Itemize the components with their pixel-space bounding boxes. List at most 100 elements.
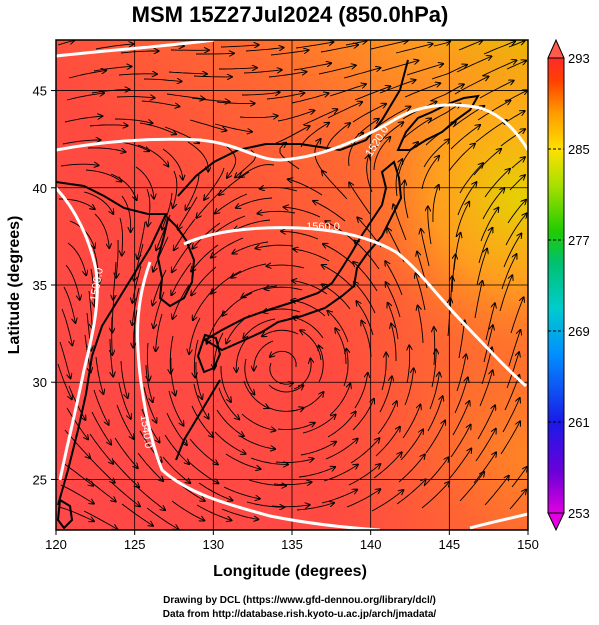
streamline — [189, 317, 201, 354]
longitude-ticks: 120 125 130 135 140 145 150 — [45, 530, 539, 552]
streamline — [60, 484, 94, 504]
streamline — [418, 306, 424, 344]
streamline — [507, 200, 526, 224]
streamline — [246, 501, 284, 507]
streamline — [428, 206, 432, 245]
streamline — [416, 273, 426, 311]
streamline — [196, 504, 231, 520]
streamline — [500, 421, 520, 455]
streamline — [481, 60, 516, 77]
streamline — [153, 236, 169, 272]
streamline — [67, 242, 86, 275]
streamline — [113, 261, 117, 300]
streamline — [478, 228, 493, 264]
streamline — [87, 455, 115, 483]
streamline — [300, 123, 329, 148]
streamline — [348, 464, 380, 486]
streamline — [170, 335, 173, 374]
streamline — [431, 65, 467, 80]
streamline — [511, 157, 525, 169]
streamline — [162, 148, 183, 180]
streamline — [220, 366, 231, 402]
streamline — [291, 392, 324, 412]
streamline — [377, 107, 410, 127]
streamline — [375, 122, 403, 149]
streamline — [434, 327, 435, 366]
streamline — [242, 92, 280, 95]
streamline — [476, 249, 487, 286]
streamline — [325, 221, 357, 244]
streamline — [455, 202, 469, 238]
contour-1520-north — [56, 40, 215, 58]
streamline — [191, 97, 230, 102]
streamline — [94, 213, 109, 248]
streamline — [395, 44, 433, 54]
streamline — [189, 119, 226, 131]
coast-hokkaido — [396, 94, 480, 151]
streamline — [166, 93, 205, 99]
colorbar-tick-label: 261 — [568, 415, 590, 430]
streamline — [162, 192, 173, 229]
coast-korea — [156, 216, 196, 308]
coast-japan-honshu — [203, 160, 403, 352]
x-axis-label: Longitude (degrees) — [213, 563, 367, 580]
streamline — [146, 507, 178, 529]
streamline — [508, 41, 525, 48]
streamline — [296, 503, 334, 511]
coastlines — [56, 59, 480, 530]
streamline — [66, 407, 88, 439]
y-tick-label: 30 — [33, 375, 47, 390]
streamline — [248, 479, 286, 486]
y-tick-label: 45 — [33, 84, 47, 99]
streamline — [63, 286, 75, 323]
streamline — [354, 373, 368, 409]
colorbar-tick-label: 269 — [568, 324, 590, 339]
streamline — [164, 434, 189, 464]
streamline — [404, 83, 440, 98]
streamline — [370, 41, 408, 50]
streamline — [335, 328, 347, 365]
streamline — [502, 398, 520, 433]
streamline — [377, 401, 397, 435]
streamline — [509, 490, 526, 510]
streamline — [343, 349, 348, 387]
streamline — [421, 156, 439, 190]
streamline — [225, 453, 261, 469]
streamline — [156, 313, 163, 351]
streamline — [313, 201, 346, 222]
streamline — [171, 262, 192, 295]
streamline — [88, 290, 92, 329]
streamline — [90, 268, 95, 307]
colorbar-tick-label: 277 — [568, 233, 590, 248]
streamline — [475, 429, 496, 462]
streamline — [504, 90, 527, 103]
streamline — [325, 439, 358, 460]
streamline — [268, 72, 306, 78]
streamline — [473, 452, 496, 484]
streamline — [211, 237, 244, 258]
streamline — [85, 169, 121, 182]
streamline — [456, 354, 466, 392]
streamline — [118, 74, 157, 75]
x-tick-label: 125 — [124, 537, 146, 552]
colorbar-tick-label: 293 — [568, 51, 590, 66]
streamline — [59, 341, 71, 378]
streamline — [322, 171, 348, 200]
streamline — [114, 437, 138, 468]
streamline — [302, 415, 336, 434]
streamline — [214, 431, 246, 454]
colorbar-min-arrow — [547, 512, 565, 532]
streamline — [191, 405, 213, 437]
streamline — [270, 50, 309, 56]
streamline — [318, 65, 356, 75]
streamline — [195, 361, 202, 399]
streamline — [327, 102, 362, 119]
streamline — [404, 181, 409, 219]
streamline — [406, 64, 443, 76]
streamline — [250, 457, 288, 464]
streamline — [239, 164, 275, 178]
colorbar-ticks: 293 285 277 269 261 253 — [548, 51, 590, 521]
streamline — [219, 68, 257, 69]
streamline — [244, 358, 255, 394]
streamline — [352, 399, 374, 431]
